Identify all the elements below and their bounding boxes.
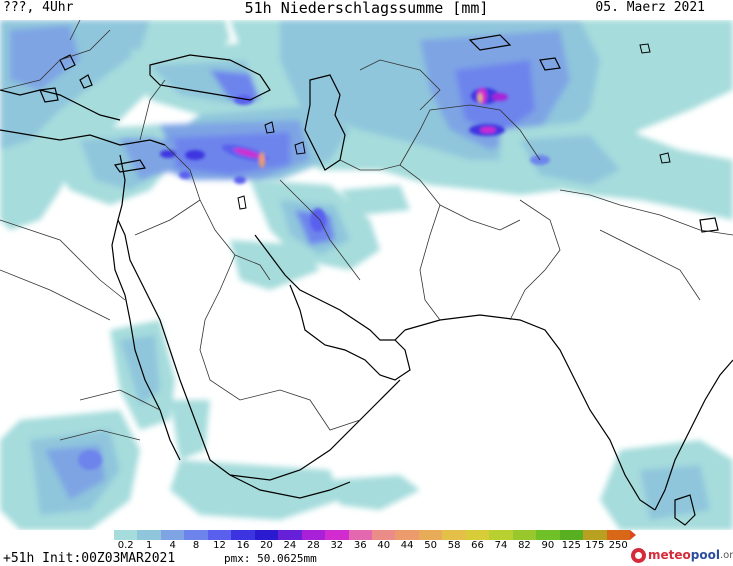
color-scale-swatch <box>278 530 302 540</box>
color-scale-swatch <box>512 530 537 540</box>
color-scale-swatch <box>606 530 630 540</box>
logo-text-org: .org <box>719 549 733 561</box>
color-scale-over-arrow <box>630 530 636 540</box>
color-scale-swatch <box>325 530 349 540</box>
color-scale-tick-label: 4 <box>169 540 176 551</box>
color-scale-swatch <box>418 530 443 540</box>
color-scale-tick-label: 66 <box>471 540 484 551</box>
small-lakes <box>237 43 671 210</box>
color-scale-tick-label: 40 <box>377 540 391 551</box>
header: ???, 4Uhr 51h Niederschlagssumme [mm] 05… <box>0 0 733 20</box>
color-scale-swatch <box>442 530 466 540</box>
color-scale-bar <box>114 530 630 540</box>
country-borders <box>0 20 733 441</box>
color-scale-swatch <box>465 530 490 540</box>
precipitation-map[interactable] <box>0 20 733 530</box>
color-scale-swatch <box>160 530 185 540</box>
color-scale-tick-label: 8 <box>192 540 200 551</box>
color-scale-tick-label: 16 <box>236 540 250 551</box>
color-scale-tick-label: 24 <box>283 540 297 551</box>
precipitation-layer <box>0 20 733 530</box>
color-scale-tick-label: 175 <box>585 540 605 551</box>
color-scale-tick-label: 0.2 <box>117 540 134 551</box>
color-scale-swatch <box>254 530 279 540</box>
color-scale-swatch <box>583 530 607 540</box>
color-scale-tick-label: 90 <box>541 540 555 551</box>
logo-text-pool: pool <box>690 548 720 562</box>
color-scale-tick-label: 250 <box>608 540 628 551</box>
color-scale-tick-label: 32 <box>330 540 344 551</box>
legend: 0.2 1 4 8 12 16 20 24 28 32 36 40 44 50 58 66 74 82 90 125 1… <box>0 530 733 566</box>
color-scale-swatch <box>207 530 232 540</box>
color-scale-tick-label: 36 <box>353 540 367 551</box>
color-scale-swatch <box>489 530 513 540</box>
map-title: 51h Niederschlagssumme [mm] <box>244 0 489 17</box>
map-canvas <box>0 20 733 530</box>
color-scale-tick-label: 20 <box>260 540 273 551</box>
color-scale-swatch <box>395 530 419 540</box>
color-scale-tick-label: 58 <box>447 540 461 551</box>
color-scale-swatch <box>184 530 208 540</box>
color-scale-tick-label: 82 <box>518 540 531 551</box>
color-scale-tick-label: 28 <box>306 540 320 551</box>
forecast-init-label: +51h Init:00Z03MAR2021 <box>3 551 176 566</box>
color-scale-swatch <box>371 530 396 540</box>
color-scale-swatch <box>137 530 161 540</box>
intense-cores <box>78 88 550 470</box>
color-scale-swatch <box>114 530 138 540</box>
color-scale-swatch <box>348 530 372 540</box>
color-scale-tick-label: 1 <box>145 540 153 551</box>
color-scale-tick-label: 12 <box>213 540 226 551</box>
coastlines <box>0 34 733 526</box>
color-scale-swatch <box>559 530 584 540</box>
color-scale-ticks: 0.2 1 4 8 12 16 20 24 28 32 36 40 44 50 58 66 74 82 90 125 1… <box>114 540 630 552</box>
logo-text-meteo: meteo <box>648 548 691 562</box>
color-scale-tick-label: 125 <box>561 540 581 551</box>
color-scale-tick-label: 44 <box>400 540 414 551</box>
color-scale-tick-label: 50 <box>424 540 437 551</box>
valid-time-label: ???, 4Uhr <box>3 0 74 15</box>
pmx-label: pmx: 50.0625mm <box>224 552 317 565</box>
color-scale-swatch <box>301 530 326 540</box>
meteopool-logo-icon <box>631 547 646 563</box>
date-label: 05. Maerz 2021 <box>595 0 705 15</box>
color-scale-swatch <box>231 530 255 540</box>
color-scale-swatch <box>536 530 560 540</box>
color-scale-tick-label: 74 <box>494 540 508 551</box>
